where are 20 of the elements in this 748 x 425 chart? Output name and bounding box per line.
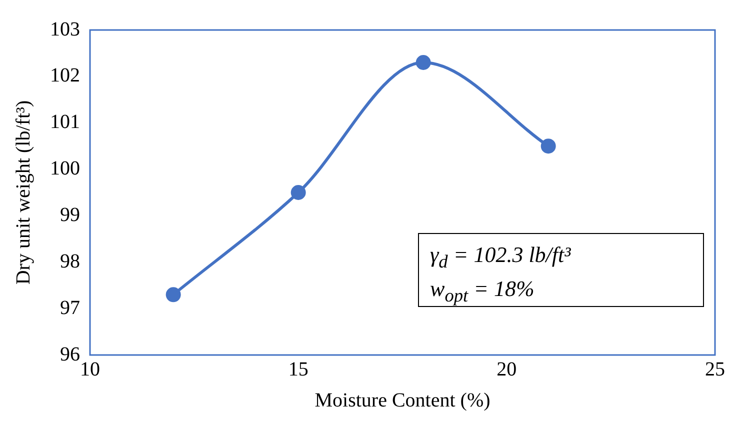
x-tick-label: 25 xyxy=(705,358,725,380)
x-tick-label: 15 xyxy=(288,358,308,380)
y-tick-label: 100 xyxy=(50,158,80,180)
annotation: w$_{opt}$ = 18% xyxy=(430,275,536,308)
x-tick-label: 20 xyxy=(496,358,517,380)
x-tick-label: 10 xyxy=(80,358,100,380)
y-axis-title: Dry unit weight (lb/ft³) xyxy=(12,100,34,285)
point xyxy=(540,138,556,154)
point xyxy=(290,185,306,200)
y-tick-label: 102 xyxy=(50,64,80,87)
y-tick-label: 97 xyxy=(60,296,80,319)
y-tick-label: 99 xyxy=(60,204,80,226)
y-tick-label: 98 xyxy=(60,250,80,272)
y-tick-label: 96 xyxy=(60,343,80,366)
annotation: γ$_{d}$ = 102.3 lb/ft³ xyxy=(430,241,571,274)
y-tick-label: 103 xyxy=(50,18,80,40)
point xyxy=(166,287,181,302)
point xyxy=(416,55,431,70)
x-axis-title: Moisture Content (%) xyxy=(314,389,490,412)
y-tick-label: 101 xyxy=(50,111,80,134)
